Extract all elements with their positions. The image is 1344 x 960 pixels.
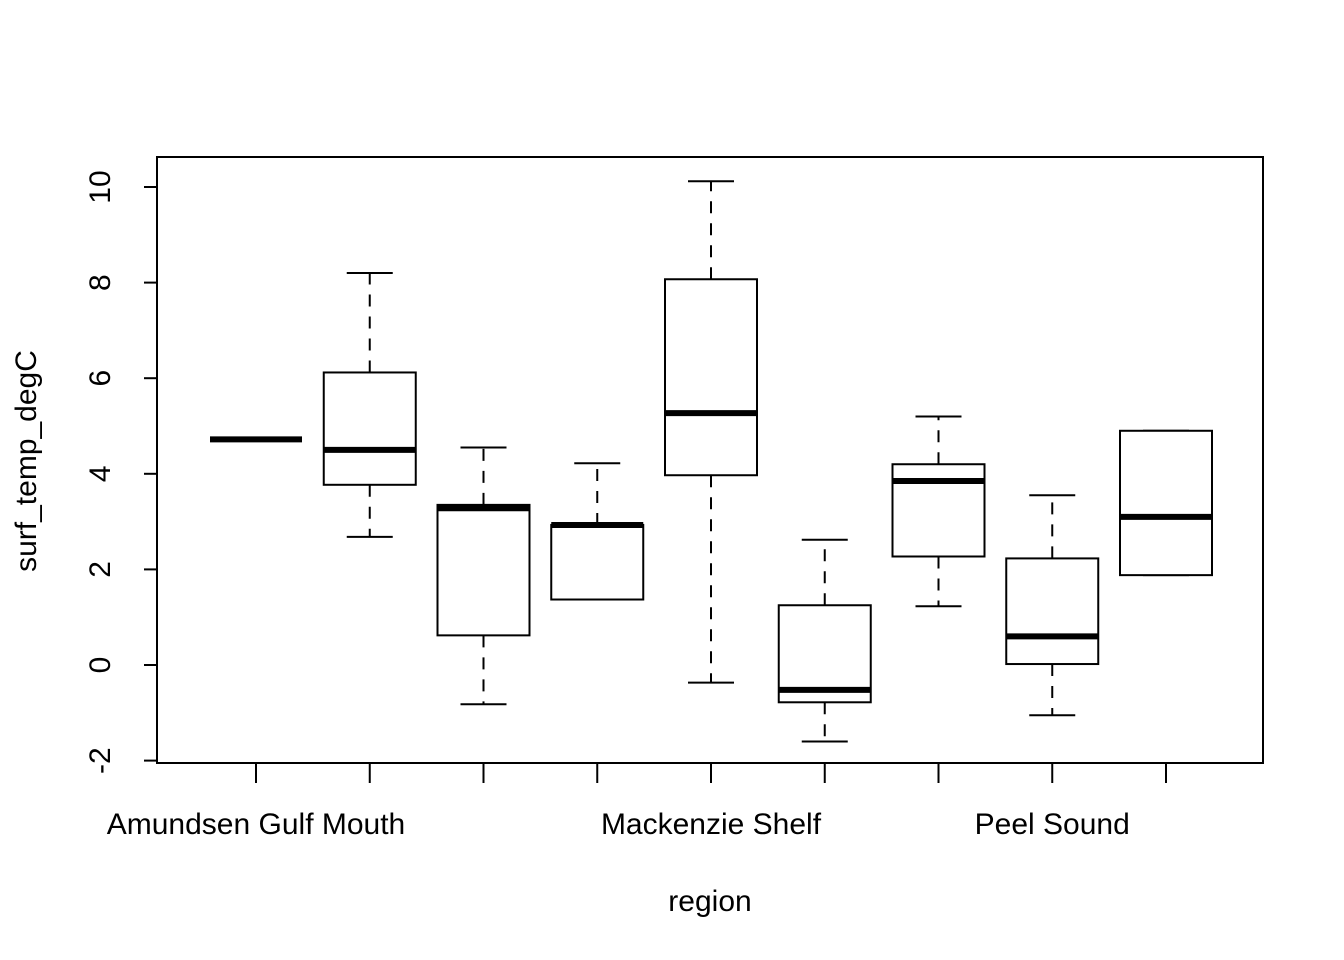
iqr-box: [1005, 557, 1100, 666]
iqr-box: [777, 604, 872, 704]
box-5: [664, 180, 758, 684]
y-tick-label: 6: [84, 370, 117, 387]
box-6: [777, 538, 872, 743]
iqr-box: [1119, 429, 1213, 577]
box-7: [891, 415, 986, 608]
y-tick-label: 10: [84, 170, 117, 203]
iqr-box: [322, 371, 417, 486]
x-tick-label: Amundsen Gulf Mouth: [107, 808, 406, 841]
iqr-box: [436, 503, 531, 637]
box-8: [1005, 494, 1100, 717]
box-9: [1119, 429, 1213, 577]
box-3: [436, 446, 531, 706]
y-tick-label: -2: [84, 747, 117, 774]
boxes-group: [210, 180, 1213, 743]
x-axis-title: region: [668, 885, 751, 918]
x-tick-label: Peel Sound: [975, 808, 1130, 841]
y-tick-label: 2: [84, 561, 117, 578]
y-axis-title: surf_temp_degC: [10, 350, 43, 572]
y-tick-label: 0: [84, 657, 117, 674]
x-axis: Amundsen Gulf Mouth Mackenzie Shelf Peel S…: [107, 762, 1167, 841]
y-tick-label: 8: [84, 274, 117, 291]
box-2: [322, 272, 417, 538]
y-axis: -2 0 2 4 6 8 10: [84, 170, 158, 774]
iqr-box: [664, 278, 758, 477]
y-tick-label: 4: [84, 465, 117, 482]
x-tick-label: Mackenzie Shelf: [601, 808, 822, 841]
iqr-box: [550, 523, 645, 601]
box-4: [550, 462, 645, 601]
